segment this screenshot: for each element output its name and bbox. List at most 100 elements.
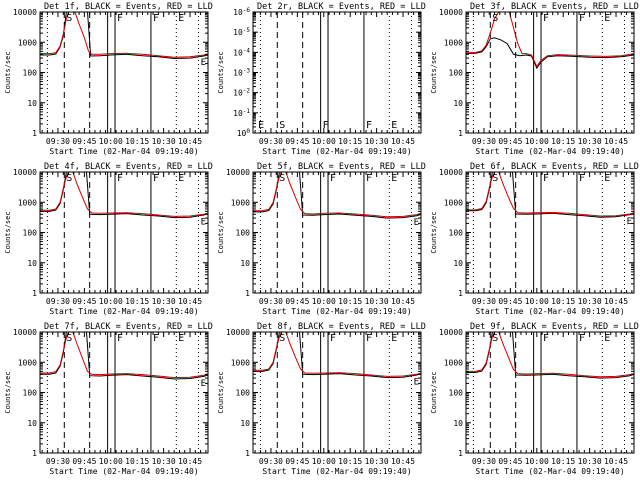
x-tick-label: 10:30 bbox=[365, 457, 389, 466]
panel-title: Det 6f, BLACK = Events, RED = LLD bbox=[470, 162, 639, 172]
lld-series-line bbox=[466, 12, 500, 54]
marker-label: E bbox=[178, 173, 184, 184]
x-tick-label: 09:45 bbox=[498, 457, 522, 466]
y-axis-label: Counts/sec bbox=[4, 51, 12, 93]
x-axis-label: Start Time (02-Mar-04 09:19:40) bbox=[262, 147, 411, 156]
x-tick-label: 10:00 bbox=[99, 457, 123, 466]
x-axis-label: Start Time (02-Mar-04 09:19:40) bbox=[49, 307, 198, 316]
y-tick-label: 10000 bbox=[439, 328, 463, 337]
x-tick-label: 10:45 bbox=[391, 457, 415, 466]
lld-series-line bbox=[40, 12, 69, 55]
y-axis-label: Counts/sec bbox=[430, 371, 438, 413]
lld-series-line bbox=[72, 172, 208, 217]
y-axis-label: Counts/sec bbox=[4, 371, 12, 413]
y-tick-label: 100 bbox=[23, 229, 38, 238]
marker-label: S bbox=[66, 173, 72, 184]
y-tick-label: 10 bbox=[240, 259, 250, 268]
lld-series-line bbox=[466, 172, 495, 211]
x-tick-label: 09:45 bbox=[498, 297, 522, 306]
lld-series-line bbox=[40, 172, 69, 211]
marker-label: S bbox=[492, 173, 498, 184]
y-tick-label: 100 bbox=[236, 389, 251, 398]
marker-label: E bbox=[391, 120, 397, 131]
marker-label: F bbox=[543, 333, 549, 344]
events-series-line bbox=[512, 332, 634, 379]
x-tick-label: 10:00 bbox=[525, 457, 549, 466]
y-tick-label: 10 bbox=[453, 259, 463, 268]
y-tick-label: 10-6 bbox=[233, 7, 250, 17]
marker-label: S bbox=[492, 333, 498, 344]
x-tick-label: 09:30 bbox=[472, 297, 496, 306]
x-axis-label: Start Time (02-Mar-04 09:19:40) bbox=[475, 467, 624, 476]
y-tick-label: 1 bbox=[458, 449, 463, 458]
y-tick-label: 10-2 bbox=[233, 88, 250, 98]
x-axis-label: Start Time (02-Mar-04 09:19:40) bbox=[49, 467, 198, 476]
marker-label: S bbox=[279, 333, 285, 344]
y-tick-label: 100 bbox=[449, 229, 464, 238]
events-series-line bbox=[86, 172, 208, 219]
x-tick-label: 09:30 bbox=[46, 457, 70, 466]
x-tick-label: 10:45 bbox=[391, 137, 415, 146]
x-tick-label: 09:45 bbox=[72, 457, 96, 466]
x-tick-label: 10:30 bbox=[365, 297, 389, 306]
series-group bbox=[40, 332, 208, 380]
y-tick-label: 10-5 bbox=[233, 27, 250, 37]
series-group bbox=[40, 12, 208, 60]
marker-label: S bbox=[279, 173, 285, 184]
marker-label: F bbox=[153, 333, 159, 344]
y-tick-label: 10 bbox=[27, 419, 37, 428]
marker-label: E bbox=[391, 333, 397, 344]
marker-label: E bbox=[604, 173, 610, 184]
y-tick-label: 100 bbox=[23, 69, 38, 78]
marker-label: E bbox=[391, 173, 397, 184]
series-group bbox=[40, 172, 208, 219]
x-axis-label: Start Time (02-Mar-04 09:19:40) bbox=[262, 307, 411, 316]
marker-label: S bbox=[66, 13, 72, 24]
marker-label: E bbox=[178, 333, 184, 344]
lld-series-line bbox=[285, 172, 421, 218]
marker-label: E bbox=[178, 13, 184, 24]
x-tick-label: 10:00 bbox=[312, 137, 336, 146]
x-tick-label: 10:30 bbox=[365, 137, 389, 146]
x-tick-label: 09:45 bbox=[72, 137, 96, 146]
tail-label: E bbox=[201, 379, 206, 389]
y-tick-label: 100 bbox=[23, 389, 38, 398]
x-tick-label: 09:45 bbox=[72, 297, 96, 306]
y-tick-label: 1000 bbox=[18, 198, 37, 207]
events-series-line bbox=[466, 37, 634, 70]
y-tick-label: 10000 bbox=[226, 328, 250, 337]
x-tick-label: 10:30 bbox=[152, 457, 176, 466]
lld-series-line bbox=[508, 12, 634, 68]
marker-label: E bbox=[604, 333, 610, 344]
lld-series-line bbox=[253, 332, 282, 371]
lld-series-line bbox=[498, 332, 634, 378]
x-tick-label: 10:45 bbox=[604, 457, 628, 466]
y-tick-label: 10-4 bbox=[233, 47, 250, 57]
x-tick-label: 10:45 bbox=[178, 457, 202, 466]
events-series-line bbox=[299, 172, 421, 219]
events-series-line bbox=[512, 172, 634, 218]
marker-label: S bbox=[66, 333, 72, 344]
x-tick-label: 10:00 bbox=[312, 457, 336, 466]
marker-label: F bbox=[366, 333, 372, 344]
marker-label: E bbox=[258, 120, 264, 131]
panel-title: Det 4f, BLACK = Events, RED = LLD bbox=[44, 162, 213, 172]
x-tick-label: 10:30 bbox=[152, 137, 176, 146]
y-tick-label: 100 bbox=[236, 229, 251, 238]
y-tick-label: 10 bbox=[27, 259, 37, 268]
panel-title: Det 2r, BLACK = Events, RED = LLD bbox=[257, 2, 426, 12]
x-tick-label: 10:15 bbox=[125, 137, 149, 146]
x-tick-label: 10:15 bbox=[338, 137, 362, 146]
y-tick-label: 1 bbox=[245, 289, 250, 298]
y-tick-label: 10 bbox=[27, 99, 37, 108]
x-tick-label: 10:45 bbox=[391, 297, 415, 306]
series-group bbox=[253, 332, 421, 379]
y-tick-label: 10000 bbox=[13, 328, 37, 337]
x-tick-label: 10:30 bbox=[578, 297, 602, 306]
x-tick-label: 10:15 bbox=[551, 297, 575, 306]
